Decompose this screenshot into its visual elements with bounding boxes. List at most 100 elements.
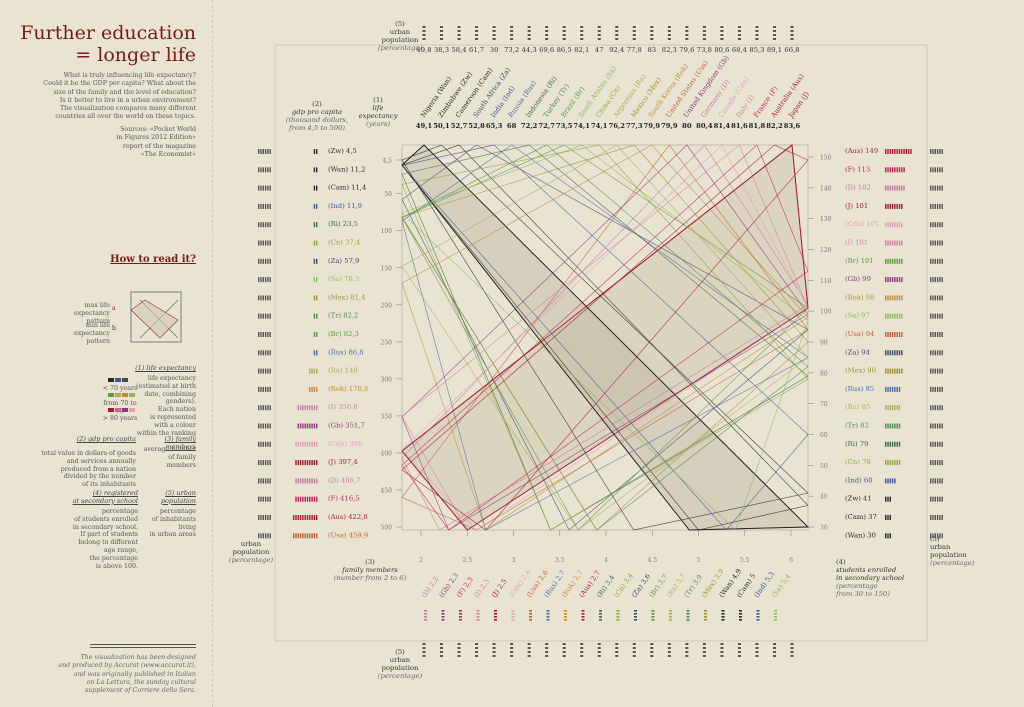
family-bar-mark <box>616 610 620 612</box>
family-tick-label: 4 <box>604 557 608 564</box>
school-bar-mark <box>885 515 887 520</box>
school-bar-mark <box>887 313 889 319</box>
school-bar-mark <box>898 185 901 191</box>
urban-bar-mark <box>632 655 636 657</box>
family-bar-mark <box>634 610 637 612</box>
gdp-bar-mark <box>313 240 316 246</box>
urban-bar-mark <box>632 643 636 645</box>
urban-left-mark <box>262 441 264 447</box>
urban-left-mark <box>258 185 260 191</box>
urban-right-mark <box>932 258 934 264</box>
life-label-2: expectancy <box>358 112 398 120</box>
school-tick-label: 90 <box>820 340 828 347</box>
family-bar-mark <box>651 613 655 615</box>
gdp-bar-mark <box>313 478 316 484</box>
family-bar-mark <box>721 610 725 612</box>
mini-diagram-max <box>130 299 179 339</box>
urban-bar-mark <box>580 26 584 28</box>
urban-right-mark <box>941 386 943 392</box>
life-value: 49,1 <box>416 122 433 130</box>
urban-right-mark <box>930 149 932 154</box>
gdp-bar-mark <box>311 533 313 539</box>
school-bar-mark <box>885 405 887 411</box>
urban-right-mark <box>934 405 936 411</box>
urban-right-mark <box>930 533 932 539</box>
family-bar-mark <box>424 619 427 621</box>
urban-left-mark <box>267 441 269 447</box>
gdp-label: gdp pro capita <box>291 108 343 116</box>
life-legend-swatch <box>108 378 114 382</box>
gdp-bar-mark <box>316 478 318 484</box>
family-bar-mark <box>686 610 690 612</box>
life-value: 50,1 <box>433 122 450 130</box>
school-bar-mark <box>889 405 891 411</box>
outer-frame <box>274 44 928 642</box>
school-bar-mark <box>889 313 891 319</box>
urban-bar-mark <box>440 647 444 649</box>
urban-left-mark <box>264 405 267 411</box>
legend-gdp-text: total value in dollars of goods and serv… <box>40 450 136 489</box>
family-bar-mark <box>494 613 497 615</box>
urban-right-mark <box>939 478 941 484</box>
urban-left-mark <box>267 203 269 209</box>
urban-bar-mark <box>667 26 671 28</box>
sources-line: Sources: «Pocket World <box>120 126 196 133</box>
urban-right-mark <box>941 222 943 228</box>
urban-left-mark <box>269 478 271 484</box>
urban-right-mark <box>930 258 932 264</box>
urban-bar-mark <box>755 38 759 40</box>
school-bar-mark <box>901 332 903 337</box>
urban-right-mark <box>936 258 939 264</box>
urban-left-mark <box>267 368 269 374</box>
urban-left-mark <box>260 167 262 173</box>
legend-gdp-line: total value in dollars of goods <box>41 450 136 457</box>
urban-left-label-2: population <box>232 548 270 556</box>
urban-bar-mark <box>720 655 724 657</box>
urban-bar-mark <box>685 655 689 657</box>
urban-bar-mark <box>475 647 479 649</box>
school-bar-mark <box>901 295 903 301</box>
legend-school-title-line: (4) registered <box>92 489 138 497</box>
urban-bar-mark <box>562 647 566 649</box>
urban-bar-mark <box>580 651 584 653</box>
urban-left-label-1: urban <box>240 540 262 548</box>
urban-right-mark <box>932 423 934 429</box>
gdp-bar-mark <box>295 515 297 520</box>
urban-bar-mark <box>720 647 724 649</box>
school-bar-mark <box>896 350 898 356</box>
urban-left-mark <box>267 295 269 301</box>
urban-right-mark <box>930 240 932 246</box>
urban-left-mark <box>264 295 267 301</box>
urban-bar-mark <box>440 30 444 32</box>
school-bar-mark <box>894 405 896 411</box>
legend-school-line: of students enrolled <box>74 515 138 523</box>
urban-bar-mark <box>667 30 671 32</box>
urban-bar-mark <box>755 651 759 653</box>
family-bar-mark <box>774 619 777 621</box>
urban-bar-mark <box>440 38 444 40</box>
urban-bar-mark <box>422 38 426 40</box>
urban-bar-mark <box>545 647 549 649</box>
urban-top-value: 61,7 <box>469 46 484 54</box>
urban-bar-mark <box>492 26 496 28</box>
urban-top-value: 85,3 <box>749 46 764 54</box>
urban-bar-mark <box>527 26 531 28</box>
family-bar-mark <box>774 610 777 612</box>
urban-bar-mark <box>597 38 601 40</box>
credit-line: and was originally published in Italian <box>73 670 196 678</box>
urban-right-mark <box>930 423 932 429</box>
urban-left-mark <box>262 203 264 209</box>
urban-bar-mark <box>790 34 794 36</box>
urban-bar-mark <box>650 26 654 28</box>
urban-bar-mark <box>527 643 531 645</box>
life-value: 80,4 <box>696 122 713 130</box>
family-bar-mark <box>651 610 655 612</box>
urban-right-mark <box>941 258 943 264</box>
urban-bar-mark <box>510 26 514 28</box>
urban-right-mark <box>941 441 943 447</box>
urban-bar-mark <box>510 34 514 36</box>
school-bar-mark <box>885 295 887 301</box>
urban-bar-mark <box>492 38 496 40</box>
gdp-tick-label: 4,5 <box>382 158 392 165</box>
urban-left-mark <box>264 277 267 283</box>
